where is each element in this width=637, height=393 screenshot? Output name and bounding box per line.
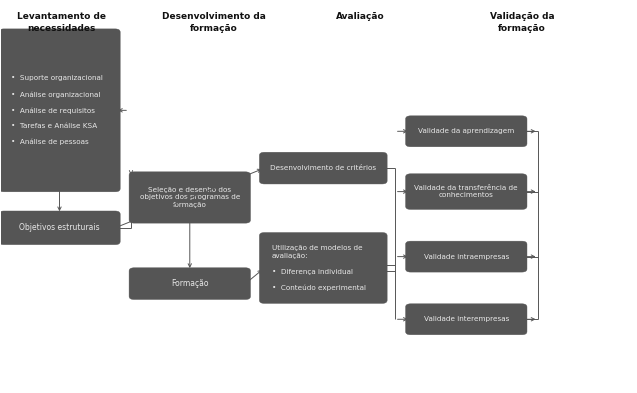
FancyBboxPatch shape <box>406 174 527 209</box>
Text: Levantamento de
necessidades: Levantamento de necessidades <box>17 13 106 33</box>
Text: Avaliação: Avaliação <box>336 13 384 22</box>
Text: Desenvolvimento de critérios: Desenvolvimento de critérios <box>270 165 376 171</box>
Text: •  Suporte organizacional

•  Análise organizacional

•  Análise de requisitos

: • Suporte organizacional • Análise organ… <box>11 75 103 145</box>
Text: Validade intraempresas: Validade intraempresas <box>424 253 509 260</box>
FancyBboxPatch shape <box>406 116 527 147</box>
FancyBboxPatch shape <box>0 29 120 192</box>
Text: Objetivos estruturais: Objetivos estruturais <box>19 223 100 232</box>
FancyBboxPatch shape <box>129 172 250 223</box>
Text: Validade da aprendizagem: Validade da aprendizagem <box>418 128 515 134</box>
FancyBboxPatch shape <box>259 152 387 184</box>
Text: Validade da transferência de
conhecimentos: Validade da transferência de conheciment… <box>415 185 518 198</box>
FancyBboxPatch shape <box>259 233 387 303</box>
Text: Desenvolvimento da
formação: Desenvolvimento da formação <box>162 13 266 33</box>
Text: Seleção e desenho dos
objetivos dos programas de
formação: Seleção e desenho dos objetivos dos prog… <box>140 187 240 208</box>
Text: Formação: Formação <box>171 279 208 288</box>
Text: Validação da
formação: Validação da formação <box>490 13 554 33</box>
Text: Validade interempresas: Validade interempresas <box>424 316 509 322</box>
FancyBboxPatch shape <box>129 268 250 299</box>
FancyBboxPatch shape <box>406 304 527 335</box>
Text: Utilização de modelos de
avaliação:

•  Diferença individual

•  Conteúdo experi: Utilização de modelos de avaliação: • Di… <box>272 245 366 291</box>
FancyBboxPatch shape <box>0 211 120 245</box>
FancyBboxPatch shape <box>406 241 527 272</box>
